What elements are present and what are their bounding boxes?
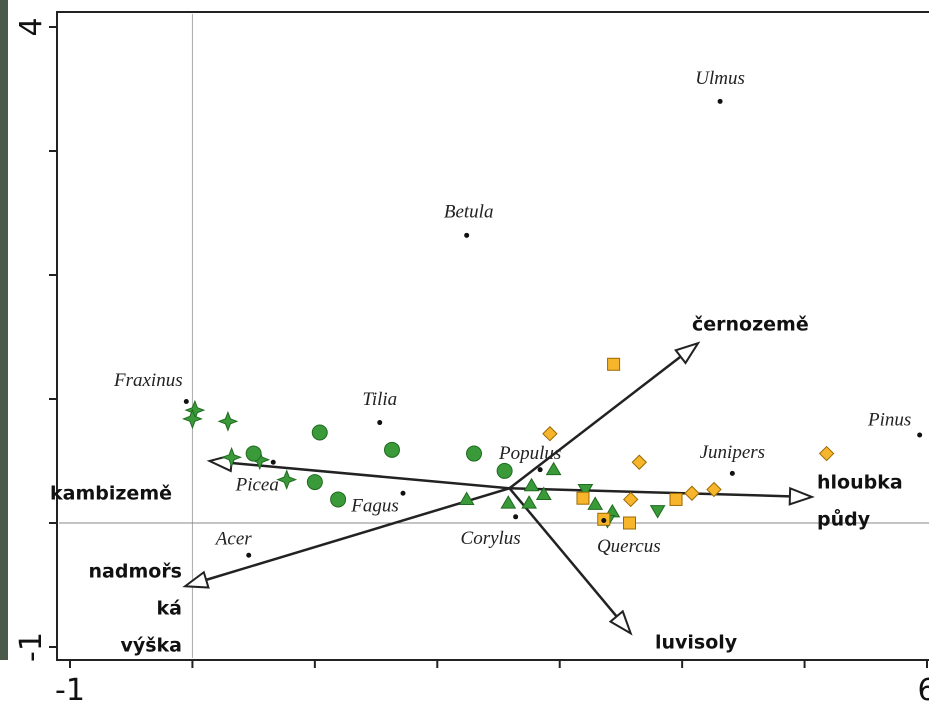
sample-circle: [246, 446, 261, 461]
sample-diamond: [632, 455, 646, 469]
species-label: Quercus: [597, 536, 661, 557]
species-point: [917, 432, 922, 437]
sample-triangle-up: [547, 463, 561, 475]
env-arrow: [510, 357, 681, 489]
species-point: [718, 99, 723, 104]
species-label: Acer: [214, 529, 252, 550]
env-arrow: [510, 488, 790, 496]
sample-diamond: [543, 427, 557, 441]
y-tick-label: 4: [14, 17, 49, 36]
species-label: Populus: [498, 443, 561, 464]
arrow-head: [676, 343, 698, 363]
sample-triangle-down: [651, 506, 665, 518]
env-label: půdy: [817, 508, 871, 531]
sample-diamond: [685, 486, 699, 500]
sample-circle: [331, 492, 346, 507]
sample-diamond: [624, 492, 638, 506]
species-point: [513, 514, 518, 519]
species-label: Junipers: [700, 442, 765, 463]
sample-star: [278, 471, 296, 489]
species-point: [464, 233, 469, 238]
env-label: kambizemě: [50, 483, 172, 505]
species-point: [538, 467, 543, 472]
sample-circle: [312, 425, 327, 440]
sample-triangle-up: [525, 479, 539, 491]
sample-square: [577, 492, 589, 504]
species-label: Fraxinus: [113, 370, 183, 391]
sample-square: [608, 358, 620, 370]
sample-square: [623, 517, 635, 529]
species-point: [730, 471, 735, 476]
env-label: výška: [120, 635, 182, 657]
chart: -1 6 -1 4 černozemě hloubka půdy kambizemě nadmo…: [0, 0, 929, 707]
species-label: Fagus: [350, 496, 399, 517]
species-point: [401, 491, 406, 496]
env-label: ká: [157, 598, 182, 620]
species-point: [271, 460, 276, 465]
arrow-head: [790, 488, 812, 504]
sample-square: [670, 493, 682, 505]
species-label: Picea: [235, 475, 279, 496]
species-label: Pinus: [867, 409, 911, 430]
sample-diamond: [820, 447, 834, 461]
x-tick-label: 6: [917, 673, 929, 707]
plot-frame: [57, 12, 929, 660]
env-label: nadmořs: [89, 561, 182, 583]
species-point: [184, 399, 189, 404]
sample-circle: [497, 463, 512, 478]
species-point: [377, 420, 382, 425]
x-tick-label: -1: [55, 673, 85, 707]
sample-triangle-up: [588, 497, 602, 509]
env-label: černozemě: [692, 314, 809, 336]
photo-edge: [0, 0, 8, 660]
species-label: Tilia: [362, 389, 397, 410]
env-label: luvisoly: [655, 632, 738, 654]
species-label: Ulmus: [695, 68, 745, 89]
species-point: [601, 518, 606, 523]
sample-circle: [307, 475, 322, 490]
species-label: Corylus: [461, 528, 521, 549]
sample-triangle-up: [501, 496, 515, 508]
sample-star: [219, 412, 237, 430]
sample-circle: [384, 442, 399, 457]
sample-triangle-up: [522, 496, 536, 508]
y-tick-label: -1: [14, 632, 49, 662]
species-label: Betula: [444, 202, 494, 223]
env-label: hloubka: [817, 472, 903, 494]
arrow-head: [185, 572, 208, 587]
sample-circle: [467, 446, 482, 461]
species-point: [246, 553, 251, 558]
